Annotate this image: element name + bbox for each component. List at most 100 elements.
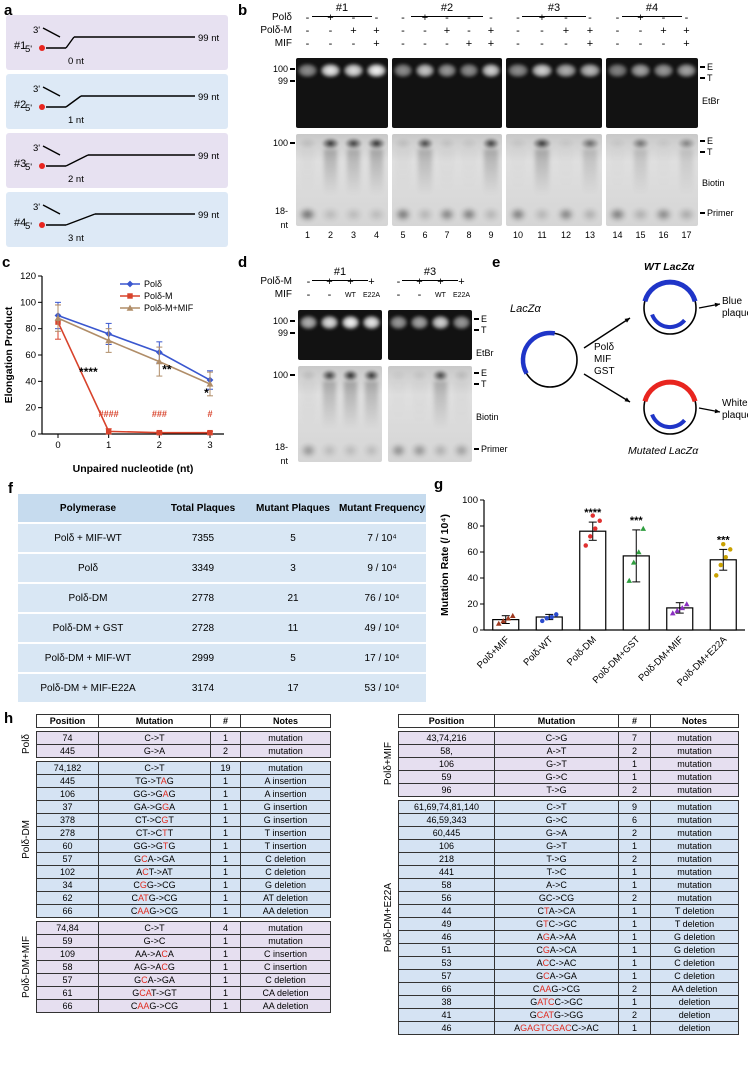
sequence-text: T <box>167 828 174 838</box>
dna-band <box>367 64 386 77</box>
mutation-cell: 1 <box>210 973 241 987</box>
sequence-text: GC->CG <box>538 893 575 903</box>
mutation-cell: 56 <box>398 891 495 905</box>
data-point <box>635 549 642 555</box>
data-point <box>554 612 559 617</box>
dna-band <box>482 64 500 77</box>
mutation-row: 218 T->G 2 mutation <box>398 852 739 866</box>
mutation-cell: 61 <box>36 986 99 1000</box>
gel-marker: 100 <box>272 316 288 326</box>
sequence-text: G->A <box>143 746 166 756</box>
series-line <box>57 321 210 434</box>
sequence-text: G <box>536 919 544 929</box>
mutated-base: C <box>161 962 168 972</box>
mutation-cell: AA deletion <box>240 904 331 918</box>
data-point <box>583 543 588 548</box>
y-tick-label: 60 <box>25 350 36 361</box>
mutation-cell: G->C <box>494 770 619 784</box>
mutation-cell: 46 <box>398 1021 495 1035</box>
series-line <box>57 314 211 381</box>
data-point <box>105 428 112 435</box>
mutation-tables-right: Position Mutation # Notes Polδ+MIF 43,74,216 C… <box>378 714 746 1038</box>
mutation-cell: ACT->AT <box>98 865 211 879</box>
condition-mark: + <box>660 25 667 37</box>
mutation-cell: mutation <box>240 921 331 935</box>
lane-number: 2 <box>327 230 333 240</box>
column-header: Notes <box>650 714 739 728</box>
biotin-dot <box>39 104 45 110</box>
product-band <box>532 138 552 149</box>
data-point <box>540 618 545 624</box>
smear <box>346 149 361 195</box>
sequence-text: AA->A <box>135 949 162 959</box>
dna-band <box>321 316 338 329</box>
mutation-rate-bar-chart: 0 20 40 60 80 100 Mutation Rate (/ 10⁴) Polδ+MI… <box>439 495 745 689</box>
smear <box>484 149 498 195</box>
mutation-cell: 44 <box>398 904 495 918</box>
sequence-text: G->CG <box>149 1001 179 1011</box>
mutation-row: 66 CAAG->CG 1 AA deletion <box>36 999 331 1013</box>
significance-annotation: # <box>207 409 212 419</box>
mutation-row: 41 GCATG->GG 2 deletion <box>398 1008 739 1022</box>
y-tick-label: 20 <box>25 403 36 414</box>
table-cell: Polδ-DM <box>68 592 108 604</box>
mutated-base: A <box>160 776 167 786</box>
condition-mark: - <box>423 38 427 50</box>
primer-band <box>343 444 358 457</box>
gel-marker: T <box>707 147 713 157</box>
condition-mark: - <box>661 12 666 24</box>
mutation-row: 441 T->C 1 mutation <box>398 865 739 879</box>
mutated-base: T <box>162 841 169 851</box>
primer-band <box>557 208 575 221</box>
table-cell: 7355 <box>191 532 215 544</box>
table-row: Polδ-DM + MIF-WT 2999 5 17 / 10⁴ <box>18 644 426 672</box>
substrate-group-label: #4 <box>621 2 683 17</box>
mutation-row: 53 ACC->AC 1 C deletion <box>398 956 739 970</box>
condition-mark: WT <box>435 292 446 299</box>
substrate-schematic: #2 3'5' 99 nt 1 nt <box>14 84 219 126</box>
blue-plaque-label: Blue <box>722 296 742 307</box>
arrow-head <box>624 397 630 402</box>
mutation-cell: 6 <box>618 813 651 827</box>
data-point <box>593 526 598 531</box>
product-band <box>580 138 600 149</box>
y-tick-label: 60 <box>467 547 478 558</box>
lane-number: 5 <box>400 230 406 240</box>
mutation-cell: 1 <box>210 934 241 948</box>
table-cell: Polδ-DM + GST <box>52 622 124 634</box>
mutation-row: 61,69,74,81,140 C->T 9 mutation <box>398 800 739 814</box>
primer-band <box>417 208 433 221</box>
mutation-row: 59 G->C 1 mutation <box>398 770 739 784</box>
condition-mark: - <box>615 38 620 50</box>
table-cell: 53 / 10⁴ <box>364 682 400 694</box>
y-axis-label: Elongation Product <box>3 306 15 403</box>
sequence-text: G->CG <box>148 893 178 903</box>
sequence-text: G <box>536 971 544 981</box>
lane-number: 7 <box>444 230 450 240</box>
sequence-text: TG->T <box>135 776 161 786</box>
mutation-cell: T insertion <box>240 826 331 840</box>
product-band <box>298 138 317 149</box>
mutation-table-header: Position Mutation # Notes <box>398 714 739 728</box>
mutation-cell: 1 <box>618 904 651 918</box>
mutation-cell: 1 <box>210 839 241 853</box>
lane-number: 3 <box>350 230 356 240</box>
substrate-schematic: #3 3'5' 99 nt 2 nt <box>14 143 219 185</box>
mutation-row: 106 G->T 1 mutation <box>398 757 739 771</box>
arrow-head <box>624 318 630 323</box>
sequence-text: C->GC <box>548 919 577 929</box>
data-point <box>728 547 733 552</box>
mutation-table: 61,69,74,81,140 C->T 9 mutation 46,59,343 G->… <box>398 800 739 1035</box>
mutated-base: AA <box>137 1001 150 1011</box>
dna-band <box>556 64 576 77</box>
tick-mark <box>474 383 479 385</box>
product-band <box>416 138 434 149</box>
sequence-text: C <box>131 893 138 903</box>
condition-mark: + <box>538 12 546 24</box>
mutation-cell: 57 <box>36 973 99 987</box>
three-prime-label: 3' <box>33 143 40 154</box>
condition-mark: + <box>458 276 465 288</box>
product-band <box>411 370 428 381</box>
mutation-cell: C->T <box>98 921 211 935</box>
